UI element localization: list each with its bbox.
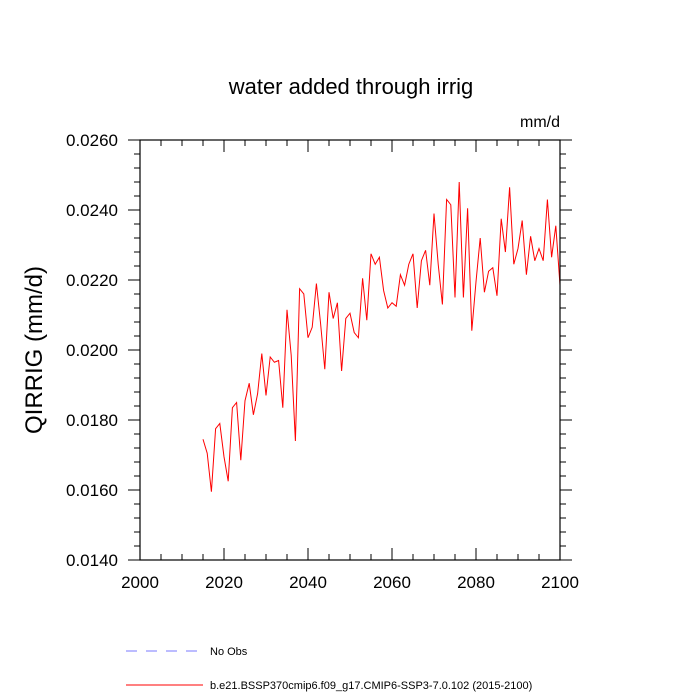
chart-title: water added through irrig bbox=[228, 74, 474, 99]
y-tick-label: 0.0260 bbox=[66, 131, 118, 150]
y-tick-label: 0.0160 bbox=[66, 481, 118, 500]
x-tick-label: 2100 bbox=[541, 573, 579, 592]
x-tick-label: 2000 bbox=[121, 573, 159, 592]
y-tick-label: 0.0200 bbox=[66, 341, 118, 360]
y-axis-label: QIRRIG (mm/d) bbox=[21, 266, 48, 434]
y-tick-label: 0.0220 bbox=[66, 271, 118, 290]
units-label: mm/d bbox=[520, 114, 560, 131]
x-tick-label: 2040 bbox=[289, 573, 327, 592]
x-tick-label: 2060 bbox=[373, 573, 411, 592]
y-tick-label: 0.0180 bbox=[66, 411, 118, 430]
y-tick-label: 0.0140 bbox=[66, 551, 118, 570]
series-line-0 bbox=[202, 181, 561, 492]
y-tick-label: 0.0240 bbox=[66, 201, 118, 220]
legend-label-0: No Obs bbox=[210, 646, 248, 658]
x-tick-label: 2080 bbox=[457, 573, 495, 592]
axes: 2000 2020 2040 2060 2080 2100 0.0140 0.0160 0.01… bbox=[66, 131, 579, 592]
plot-frame bbox=[139, 139, 561, 561]
x-tick-label: 2020 bbox=[205, 573, 243, 592]
plot-area bbox=[202, 181, 561, 492]
legend-label-1: b.e21.BSSP370cmip6.f09_g17.CMIP6-SSP3-7.… bbox=[210, 680, 532, 692]
legend: No Obs b.e21.BSSP370cmip6.f09_g17.CMIP6-S… bbox=[126, 646, 532, 692]
